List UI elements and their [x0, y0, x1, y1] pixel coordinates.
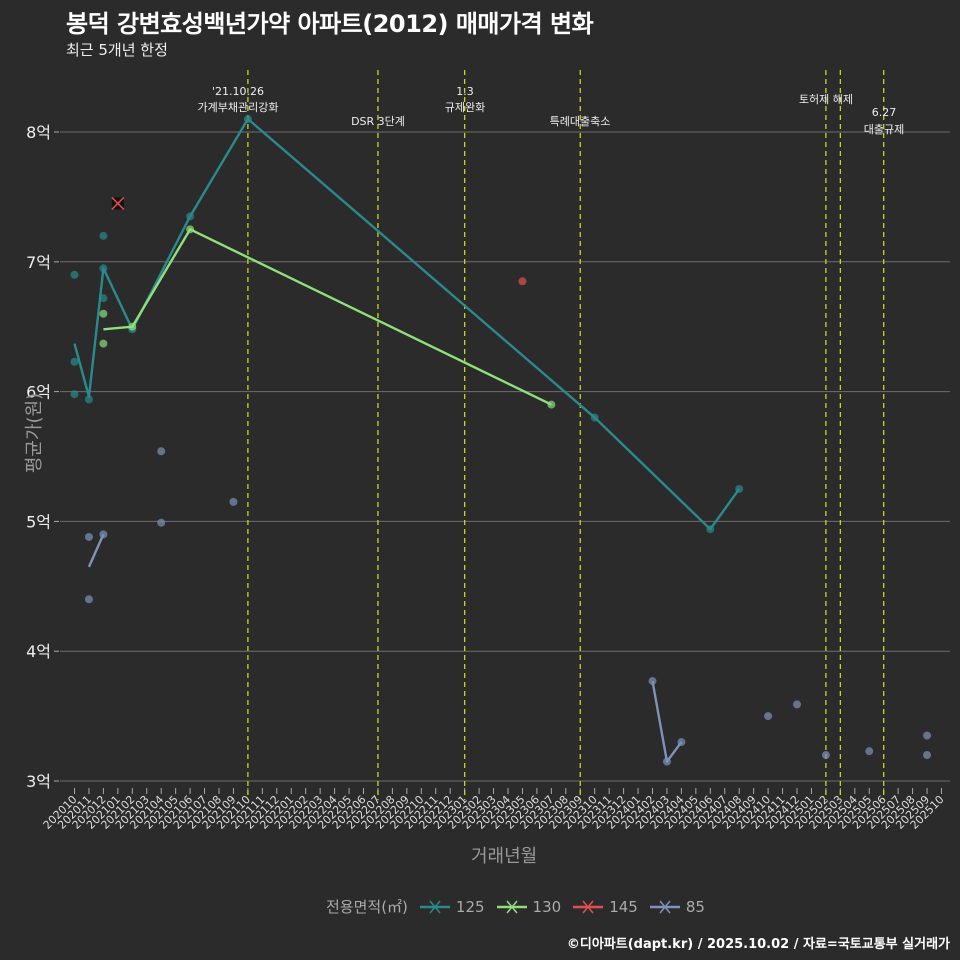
legend-item-130: 130 [496, 898, 561, 916]
event-label: 토허제 해제 [799, 92, 853, 106]
x-axis-label: 거래년월 [471, 846, 538, 867]
y-axis-label: 평균가(원) [24, 392, 45, 474]
series-line-125 [73, 117, 741, 531]
data-point [99, 309, 108, 318]
y-tick-label: 3억 [26, 772, 51, 791]
data-point [821, 751, 830, 760]
event-date-label: '21.10.26 [212, 85, 264, 98]
data-point [84, 532, 93, 541]
y-tick-label: 7억 [26, 253, 51, 272]
event-label: DSR 3단계 [351, 115, 405, 128]
data-point [923, 731, 932, 740]
legend-title: 전용면적(㎡) [326, 898, 408, 916]
series-line-85 [87, 533, 105, 568]
legend-item-125: 125 [419, 898, 485, 916]
data-point [157, 518, 166, 527]
y-tick-label: 6억 [26, 383, 51, 402]
y-tick-label: 4억 [26, 642, 51, 661]
legend-cross-icon [573, 900, 604, 913]
data-point [99, 231, 108, 240]
data-point [157, 447, 166, 456]
chart-subtitle: 최근 5개년 한정 [66, 41, 168, 59]
data-point [84, 595, 93, 604]
y-tick-label: 8억 [26, 123, 51, 142]
legend-cross-icon [649, 900, 680, 913]
event-label: 대출규제 [864, 123, 904, 136]
event-date-label: 6.27 [872, 106, 897, 119]
data-point [518, 277, 527, 286]
event-label: 가계부채관리강화 [198, 101, 279, 114]
data-point [923, 751, 932, 760]
data-point [70, 390, 79, 399]
chart-title: 봉덕 강변효성백년가약 아파트(2012) 매매가격 변화 [66, 10, 594, 38]
event-label: 규제완화 [445, 101, 485, 114]
series-line-130 [103, 228, 552, 406]
legend-cross-icon [496, 900, 527, 913]
source-caption: ©디아파트(dapt.kr) / 2025.10.02 / 자료=국토교통부 실… [566, 937, 950, 952]
data-point [229, 497, 238, 506]
data-point [84, 395, 93, 404]
legend-cross-icon [419, 900, 450, 913]
event-date-label: 1.3 [456, 85, 474, 98]
data-point [764, 712, 773, 721]
y-tick-label: 5억 [26, 512, 51, 531]
series-line-85 [651, 680, 683, 763]
data-point [70, 357, 79, 366]
data-point [865, 747, 874, 756]
legend-item-145: 145 [573, 898, 638, 916]
event-label: 특례대출축소 [550, 115, 611, 128]
data-point [70, 270, 79, 279]
data-point [99, 339, 108, 348]
legend-item-85: 85 [649, 898, 705, 916]
legend: 전용면적(㎡) 125 130 145 85 [326, 896, 705, 917]
data-point [793, 700, 801, 709]
